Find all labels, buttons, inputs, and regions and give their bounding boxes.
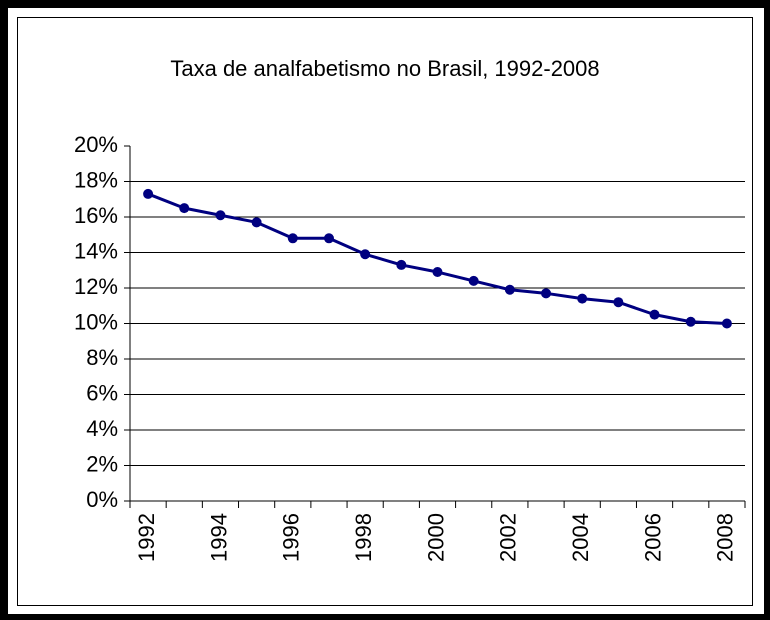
chart-area [17,17,753,606]
x-tick-label: 2000 [423,513,448,562]
y-tick-label: 4% [86,416,118,441]
data-point [504,284,515,295]
x-tick-label: 2008 [713,513,738,562]
data-point [179,203,190,214]
chart-title: Taxa de analfabetismo no Brasil, 1992-20… [170,56,599,81]
data-point [468,275,479,286]
x-tick-label: 1998 [351,513,376,562]
data-point [396,259,407,270]
data-point [360,249,371,260]
x-tick-label: 2004 [568,513,593,562]
y-tick-label: 2% [86,451,118,476]
data-point [432,267,443,278]
y-tick-label: 12% [74,274,118,299]
x-tick-label: 1992 [134,513,159,562]
data-point [287,233,298,244]
data-point [649,309,660,320]
data-point [541,288,552,299]
data-point [251,217,262,228]
x-tick-label: 1994 [206,513,231,562]
data-point [323,233,334,244]
y-tick-label: 16% [74,203,118,228]
data-point [143,188,154,199]
x-tick-label: 2002 [496,513,521,562]
y-tick-label: 14% [74,238,118,263]
data-point [215,210,226,221]
y-tick-label: 0% [86,487,118,512]
y-tick-label: 8% [86,345,118,370]
y-tick-label: 6% [86,380,118,405]
y-tick-label: 18% [74,167,118,192]
data-point [685,316,696,327]
data-point [577,293,588,304]
x-tick-label: 1996 [279,513,304,562]
y-tick-label: 20% [74,132,118,157]
y-tick-label: 10% [74,309,118,334]
data-point [721,318,732,329]
data-point [613,297,624,308]
x-tick-label: 2006 [640,513,665,562]
